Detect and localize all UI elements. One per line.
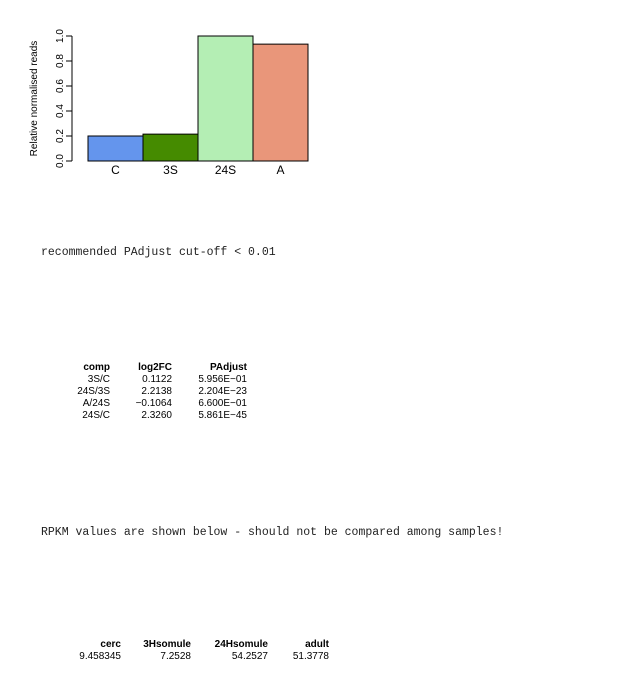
cutoff-note: recommended PAdjust cut-off < 0.01 (41, 246, 276, 259)
x-tick-labels: C 3S 24S A (111, 163, 284, 177)
rpkm-note: RPKM values are shown below - should not… (41, 526, 504, 539)
bar-a (252, 43, 309, 162)
cell-comp: 24S/3S (77, 386, 110, 397)
table-row: A/24S −0.1064 6.600E−01 (66, 398, 247, 410)
x-tick-label: A (276, 163, 284, 177)
x-tick-label: 3S (163, 163, 178, 177)
cell-24hsomule: 54.2527 (231, 651, 268, 662)
comparison-table: comp log2FC PAdjust 3S/C 0.1122 5.956E−0… (66, 362, 247, 422)
y-axis: 0.0 0.2 0.4 0.6 0.8 1.0 (55, 29, 73, 168)
header-comp: comp (83, 362, 110, 373)
header-24hsomule: 24Hsomule (214, 639, 268, 650)
rpkm-table: cerc 3Hsomule 24Hsomule adult 9.458345 7… (60, 639, 329, 663)
header-cerc: cerc (100, 639, 121, 650)
table-row: 24S/3S 2.2138 2.204E−23 (66, 386, 247, 398)
cell-3hsomule: 7.2528 (160, 651, 191, 662)
cell-log2fc: 2.3260 (141, 410, 172, 421)
cell-padjust: 5.956E−01 (198, 374, 247, 385)
header-log2fc: log2FC (138, 362, 172, 373)
bar-c (87, 135, 144, 162)
y-tick-label: 0.0 (55, 154, 66, 168)
table-row: 9.458345 7.2528 54.2527 51.3778 (60, 651, 329, 663)
y-tick-label: 1.0 (55, 29, 66, 43)
y-tick-label: 0.2 (55, 129, 66, 143)
x-tick-label: C (111, 163, 120, 177)
header-padjust: PAdjust (209, 362, 247, 373)
cell-comp: A/24S (82, 398, 110, 409)
cell-adult: 51.3778 (292, 651, 329, 662)
cell-comp: 24S/C (82, 410, 110, 421)
y-axis-label: Relative normalised reads (29, 41, 40, 157)
header-adult: adult (305, 639, 329, 650)
rpkm-table-header: cerc 3Hsomule 24Hsomule adult (60, 639, 329, 651)
cell-padjust: 5.861E−45 (198, 410, 247, 421)
bars (87, 35, 309, 162)
x-tick-label: 24S (215, 163, 236, 177)
comparison-table-header: comp log2FC PAdjust (66, 362, 247, 374)
bar-chart: 0.0 0.2 0.4 0.6 0.8 1.0 C 3S 24S A Relative norm… (29, 29, 309, 177)
y-tick-label: 0.6 (55, 79, 66, 93)
header-3hsomule: 3Hsomule (143, 639, 191, 650)
bar-3s (142, 133, 199, 162)
cell-padjust: 6.600E−01 (198, 398, 247, 409)
y-tick-label: 0.8 (55, 54, 66, 68)
cell-log2fc: 0.1122 (142, 374, 172, 385)
cell-comp: 3S/C (87, 374, 110, 385)
y-tick-label: 0.4 (55, 104, 66, 118)
cell-padjust: 2.204E−23 (198, 386, 247, 397)
table-row: 3S/C 0.1122 5.956E−01 (66, 374, 247, 386)
cell-log2fc: −0.1064 (135, 398, 172, 409)
cell-cerc: 9.458345 (79, 651, 121, 662)
table-row: 24S/C 2.3260 5.861E−45 (66, 410, 247, 422)
cell-log2fc: 2.2138 (141, 386, 172, 397)
bar-24s (197, 35, 254, 162)
